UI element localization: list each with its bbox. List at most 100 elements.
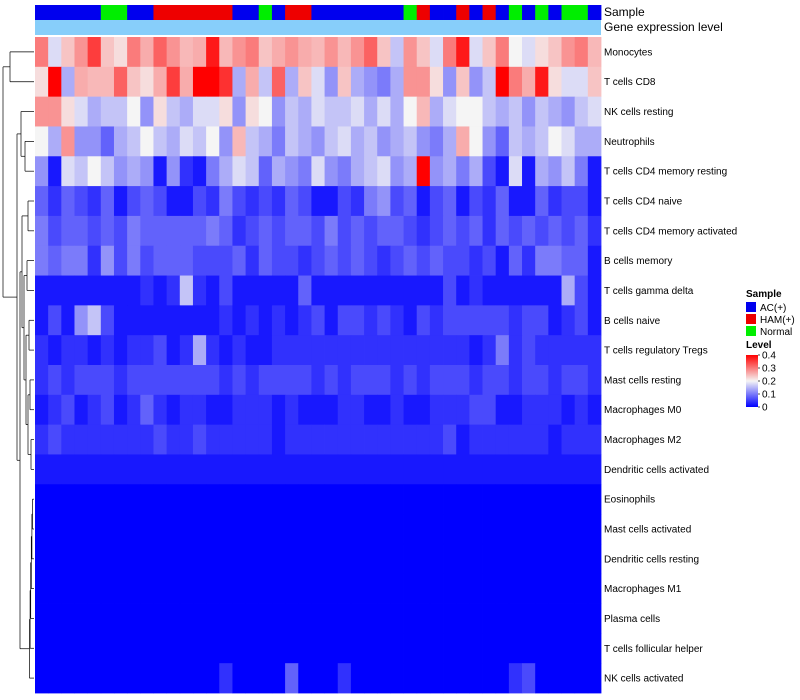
heatmap-cell [403,66,418,98]
heatmap-cell [179,305,194,336]
heatmap-cell [574,245,589,276]
heatmap-cell [285,275,299,306]
heatmap-cell [74,66,89,98]
heatmap-cell [100,335,115,366]
sample-band-cell [324,5,339,20]
heatmap-cell [258,335,273,366]
heatmap-cell [469,514,483,545]
heatmap-cell [232,66,247,98]
heatmap-cell [574,454,589,485]
heatmap-cell [403,365,418,396]
heatmap-cell [337,454,352,485]
heatmap-cell [416,365,431,396]
heatmap-cell [206,335,220,366]
heatmap-cell [258,245,273,276]
heatmap-cell [258,126,273,157]
heatmap-cell [456,156,470,187]
heatmap-cell [429,37,444,68]
heatmap-cell [324,186,339,217]
heatmap-cell [508,37,523,68]
heatmap-cell [271,365,286,396]
heatmap-cell [179,484,194,515]
heatmap-cell [192,573,207,604]
heatmap-cell [377,126,391,157]
heatmap-cell [416,573,431,604]
heatmap-cell [179,335,194,366]
heatmap-cell [535,663,549,694]
heatmap-cell [245,424,260,455]
heatmap-cell [390,573,404,604]
heatmap-cell [271,305,286,336]
heatmap-cell [127,424,141,455]
heatmap-cell [87,484,102,515]
heatmap-cell [456,66,470,98]
heatmap-cell [561,484,576,515]
heatmap-cell [429,156,444,187]
heatmap-cell [61,96,75,127]
row-label: Macrophages M1 [604,584,682,595]
heatmap-cell [548,573,562,604]
heatmap-cell [469,335,483,366]
heatmap-cell [192,633,207,664]
heatmap-cell [377,484,391,515]
heatmap-cell [35,37,49,68]
heatmap-cell [324,96,339,127]
heatmap-cell [285,335,299,366]
heatmap-cell [113,484,128,515]
heatmap-cell [443,215,457,247]
heatmap-cell [403,215,418,247]
heatmap-cell [87,37,102,68]
heatmap-cell [179,156,194,187]
heatmap-cell [469,603,483,634]
heatmap-cell [127,156,141,187]
heatmap-cell [285,96,299,127]
heatmap-cell [535,66,549,98]
heatmap-cell [508,335,523,366]
heatmap-cell [100,633,115,664]
sample-band-cell [192,5,207,20]
heatmap-cell [469,633,483,664]
heatmap-cell [390,365,404,396]
heatmap-cell [364,394,378,426]
heatmap-cell [416,245,431,276]
heatmap-cell [350,663,365,694]
heatmap-cell [271,424,286,455]
heatmap-cell [350,245,365,276]
heatmap-cell [153,573,168,604]
heatmap-cell [298,454,312,485]
heatmap-cell [456,245,470,276]
heatmap-cell [403,514,418,545]
sample-band-cell [495,5,510,20]
heatmap-cell [192,454,207,485]
heatmap-cell [74,484,89,515]
heatmap-cell [456,424,470,455]
heatmap-cell [324,37,339,68]
heatmap-cell [548,514,562,545]
heatmap-cell [311,126,325,157]
heatmap-cell [377,394,391,426]
heatmap-cell [192,484,207,515]
heatmap-cell [561,126,576,157]
heatmap-cell [113,156,128,187]
heatmap-cell [258,633,273,664]
heatmap-cell [337,424,352,455]
heatmap-cell [35,275,49,306]
heatmap-cell [377,424,391,455]
heatmap-cell [377,66,391,98]
heatmap-cell [298,156,312,187]
sample-band-cell [232,5,247,20]
heatmap-cell [429,424,444,455]
heatmap-cell [535,454,549,485]
heatmap-cell [87,126,102,157]
heatmap-cell [311,365,325,396]
heatmap-cell [140,66,154,98]
heatmap-cell [61,335,75,366]
heatmap-cell [548,96,562,127]
heatmap-cell [61,37,75,68]
heatmap-cell [443,663,457,694]
row-label: Neutrophils [604,137,655,148]
heatmap-cell [495,394,510,426]
heatmap-cell [482,394,497,426]
heatmap-cell [469,245,483,276]
heatmap-cell [482,484,497,515]
